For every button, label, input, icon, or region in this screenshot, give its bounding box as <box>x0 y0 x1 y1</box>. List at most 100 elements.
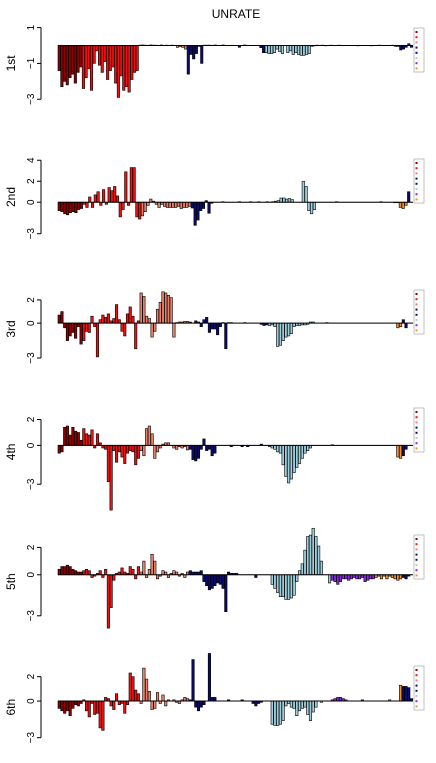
bar <box>328 574 332 584</box>
bar <box>60 311 64 324</box>
bar <box>76 45 80 73</box>
bar <box>276 700 280 726</box>
bar <box>278 45 282 53</box>
bar <box>287 574 291 600</box>
bar <box>289 574 293 599</box>
bar <box>303 549 307 576</box>
bar <box>74 322 78 339</box>
legend-key <box>415 442 418 445</box>
bar <box>156 692 160 702</box>
bar <box>213 445 217 454</box>
bar <box>399 684 403 702</box>
legend-key <box>415 538 418 540</box>
legend-key <box>415 426 418 429</box>
bar <box>107 187 111 203</box>
legend-key <box>415 416 418 419</box>
bar <box>407 687 411 702</box>
bar <box>90 429 94 446</box>
y-tick-label: 0 <box>26 572 37 578</box>
bar <box>65 425 69 446</box>
bar <box>68 700 72 717</box>
bar <box>79 201 83 209</box>
bar <box>176 201 181 207</box>
bar <box>95 700 99 714</box>
bar <box>312 201 316 210</box>
bar <box>150 700 154 710</box>
bar <box>79 45 83 68</box>
bar <box>71 45 75 75</box>
bar <box>398 201 402 208</box>
legend-key <box>415 437 418 439</box>
bar <box>57 201 61 211</box>
legend-key <box>415 548 418 551</box>
bar <box>284 700 288 707</box>
panel-label: 4th <box>4 444 18 461</box>
bar <box>57 700 61 709</box>
bar <box>210 322 214 330</box>
bar <box>135 45 139 71</box>
bar <box>106 313 110 324</box>
bar <box>117 319 121 324</box>
bar <box>150 322 154 338</box>
panel-label: 3rd <box>4 320 18 337</box>
legend-key <box>415 411 418 413</box>
bar <box>298 700 302 712</box>
legend-key <box>415 329 418 332</box>
bar <box>82 428 86 446</box>
bar <box>221 574 225 589</box>
bar <box>95 45 99 52</box>
bar <box>193 201 197 226</box>
bar <box>100 45 104 73</box>
legend-key <box>415 684 418 687</box>
bar <box>282 197 286 203</box>
bar <box>216 322 220 336</box>
bar <box>273 445 277 450</box>
bar <box>393 574 397 580</box>
bar <box>115 304 119 324</box>
legend-box <box>413 27 425 73</box>
y-tick-label: 2 <box>26 297 37 303</box>
bar <box>300 445 304 459</box>
bar <box>108 45 112 71</box>
panel-label: 5th <box>4 573 18 590</box>
bar <box>205 445 209 451</box>
bar <box>191 659 195 702</box>
bar <box>76 432 80 446</box>
bar <box>207 322 211 333</box>
legend-key <box>415 679 418 682</box>
bar <box>93 700 97 715</box>
bar <box>74 570 78 576</box>
bar <box>123 700 127 714</box>
bar <box>129 167 133 203</box>
legend-key <box>415 182 418 185</box>
bar <box>172 322 176 338</box>
bar <box>87 434 91 446</box>
bar <box>306 536 310 576</box>
legend-key <box>415 293 418 295</box>
bar <box>182 201 186 208</box>
panel-1: 1 −1 −3 1st <box>4 24 425 105</box>
bar <box>85 433 89 446</box>
bar <box>185 201 189 208</box>
bar <box>63 322 67 329</box>
bar <box>276 445 280 453</box>
bar <box>207 445 211 450</box>
legend-key <box>415 162 418 164</box>
bar <box>95 322 99 358</box>
bar <box>103 45 107 62</box>
bar <box>153 560 157 576</box>
bar <box>399 322 403 327</box>
bar <box>140 201 144 217</box>
bar <box>123 322 127 337</box>
bar <box>307 45 311 54</box>
bar <box>65 564 69 576</box>
bar <box>338 574 343 582</box>
legend-box <box>413 665 425 711</box>
bar <box>210 574 214 589</box>
bar <box>363 574 367 582</box>
bar <box>125 445 130 454</box>
bar <box>110 190 114 203</box>
bar <box>341 574 345 580</box>
bar <box>85 322 89 332</box>
bar <box>106 445 110 482</box>
